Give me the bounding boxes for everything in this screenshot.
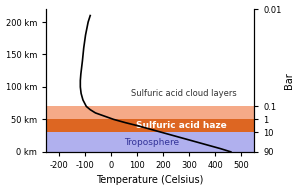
Bar — [46, 132, 254, 152]
Text: Troposphere: Troposphere — [124, 138, 179, 147]
Text: Sulfuric acid haze: Sulfuric acid haze — [136, 121, 227, 130]
Text: Sulfuric acid cloud layers: Sulfuric acid cloud layers — [131, 89, 237, 98]
Bar — [46, 119, 254, 132]
Bar — [46, 106, 254, 119]
Y-axis label: Bar: Bar — [284, 72, 294, 89]
X-axis label: Temperature (Celsius): Temperature (Celsius) — [96, 176, 204, 185]
